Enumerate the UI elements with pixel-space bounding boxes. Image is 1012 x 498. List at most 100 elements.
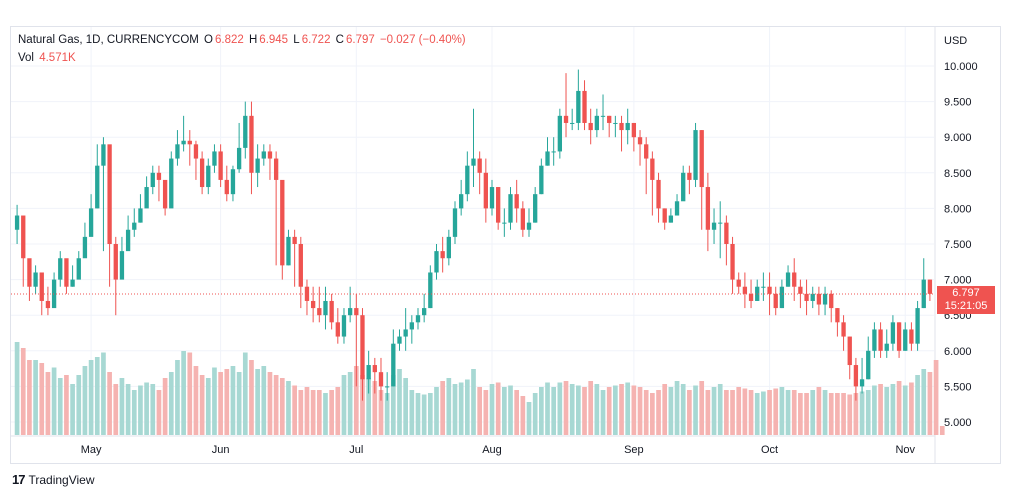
candle-body [872,329,877,351]
candle-body [82,236,88,259]
volume-bar [64,375,69,435]
volume-bar [242,352,248,435]
candle-body [199,158,205,188]
volume-bar [372,381,378,435]
legend-volume: Vol 4.571K [18,52,78,64]
candle-body [625,122,630,131]
volume-bar [409,390,415,435]
candle-body [773,293,778,309]
candle-body [767,286,772,294]
volume-bar [933,360,939,435]
candle-body [255,158,260,173]
candle-body [95,165,100,209]
volume-bar [724,390,729,435]
volume-bar [20,348,26,435]
volume-bar [915,375,920,435]
candle-body [483,172,488,209]
volume-bar [742,388,748,435]
candle-body [292,236,297,244]
candle-body [446,236,451,259]
candle-body [14,215,20,230]
candle-body [582,90,587,123]
volume-bar [187,352,193,435]
candle-body [594,115,600,131]
candle-body [724,222,729,244]
volume-bar [273,375,279,435]
candle-body [903,329,908,351]
volume-bar [514,390,520,435]
candle-body [656,179,661,209]
volume-bar [82,366,88,435]
candle-body [409,322,414,330]
volume-bar [181,351,186,435]
volume-bar [33,360,38,435]
volume-bar [921,369,927,435]
tradingview-logo-icon: 17 [12,472,26,487]
volume-bar [859,391,865,435]
y-tick-label: 9.000 [944,132,972,144]
volume-bar [212,367,217,435]
volume-bar [841,393,846,435]
volume-bar [452,384,458,435]
volume-bar [939,426,945,435]
volume-bar [94,357,100,435]
volume-bar [872,385,877,435]
candle-body [619,122,624,131]
candle-body [915,308,920,344]
volume-bar [341,375,347,435]
candle-body [366,365,371,380]
volume-bar [347,372,353,435]
candle-body [742,286,748,294]
candle-body [397,336,402,344]
candle-body [841,322,846,337]
chart-frame[interactable] [10,26,1001,464]
candle-body [125,229,131,252]
candle-body [822,293,828,305]
volume-bar [909,382,914,435]
candle-body [107,144,112,244]
volume-bar [761,391,766,435]
legend-open: 6.822 [215,34,244,46]
candle-body [644,144,649,159]
candle-body [298,244,303,287]
volume-bar [822,390,828,435]
candle-body [304,286,310,301]
candle-body [187,140,192,145]
candle-body [372,365,377,373]
candle-body [693,130,698,180]
candle-body [459,194,464,209]
candle-body [909,329,914,344]
candle-body [169,158,174,209]
volume-bar [495,382,501,435]
volume-bar [51,367,57,435]
candle-body [156,172,162,180]
volume-bar [902,385,908,435]
candle-body [829,293,834,309]
volume-bar [199,375,205,435]
volume-bar [767,390,772,435]
candle-body [193,144,199,159]
candle-body [563,115,569,123]
volume-bar [489,384,495,435]
volume-bar [816,387,822,435]
volume-bar [175,360,180,435]
volume-bar [304,387,310,435]
volume-bar [878,384,883,435]
volume-bar [113,384,119,435]
candle-body [212,151,217,166]
candle-body [471,158,476,166]
volume-bar [162,378,168,435]
volume-bar [526,402,532,435]
candle-body [496,187,501,223]
legend-open-label: O [204,34,213,46]
x-tick-label: Jul [349,444,363,456]
volume-bar [434,387,439,435]
volume-bar [730,390,735,435]
volume-bar [230,366,236,435]
candle-body [144,187,149,209]
candle-body [884,343,889,351]
last-price-tag: 6.797 15:21:05 [937,286,995,314]
brand-name[interactable]: TradingView [28,472,95,487]
x-tick-label: Aug [482,444,502,456]
